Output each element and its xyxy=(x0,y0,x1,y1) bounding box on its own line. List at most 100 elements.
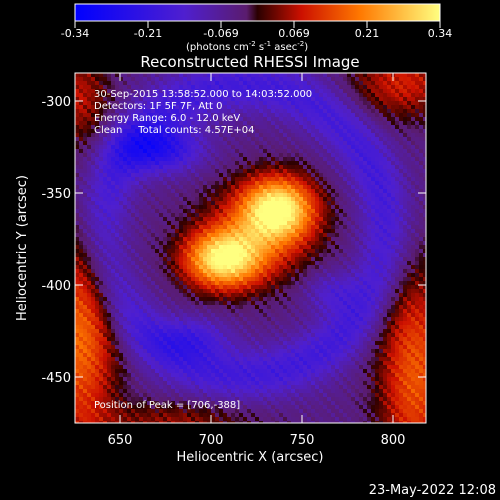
heatmap-pixel xyxy=(331,225,336,230)
heatmap-pixel xyxy=(191,225,196,230)
heatmap-pixel xyxy=(115,137,120,142)
heatmap-pixel xyxy=(415,249,420,254)
heatmap-pixel xyxy=(203,157,208,162)
heatmap-pixel xyxy=(283,269,288,274)
heatmap-pixel xyxy=(123,93,128,98)
heatmap-pixel xyxy=(327,133,332,138)
heatmap-pixel xyxy=(363,237,368,242)
heatmap-pixel xyxy=(267,129,272,134)
heatmap-pixel xyxy=(231,229,236,234)
heatmap-pixel xyxy=(283,237,288,242)
heatmap-pixel xyxy=(103,97,108,102)
heatmap-pixel xyxy=(75,273,80,278)
heatmap-pixel xyxy=(75,257,80,262)
heatmap-pixel xyxy=(335,241,340,246)
heatmap-pixel xyxy=(211,233,216,238)
heatmap-pixel xyxy=(403,229,408,234)
heatmap-pixel xyxy=(215,109,220,114)
heatmap-pixel xyxy=(399,85,404,90)
heatmap-pixel xyxy=(127,245,132,250)
heatmap-pixel xyxy=(99,217,104,222)
heatmap-pixel xyxy=(263,193,268,198)
heatmap-pixel xyxy=(423,77,426,82)
heatmap-pixel xyxy=(75,125,80,130)
heatmap-pixel xyxy=(219,153,224,158)
heatmap-pixel xyxy=(111,209,116,214)
heatmap-pixel xyxy=(307,285,312,290)
heatmap-pixel xyxy=(391,245,396,250)
heatmap-pixel xyxy=(295,85,300,90)
heatmap-pixel xyxy=(139,261,144,266)
heatmap-pixel xyxy=(267,285,272,290)
heatmap-pixel xyxy=(159,233,164,238)
heatmap-pixel xyxy=(83,121,88,126)
heatmap-pixel xyxy=(287,85,292,90)
heatmap-pixel xyxy=(99,153,104,158)
heatmap-pixel xyxy=(351,81,356,86)
heatmap-pixel xyxy=(131,233,136,238)
heatmap-pixel xyxy=(139,209,144,214)
heatmap-pixel xyxy=(83,277,88,282)
heatmap-pixel xyxy=(231,185,236,190)
heatmap-pixel xyxy=(159,213,164,218)
heatmap-pixel xyxy=(111,285,116,290)
heatmap-pixel xyxy=(183,169,188,174)
heatmap-pixel xyxy=(391,249,396,254)
heatmap-pixel xyxy=(343,281,348,286)
heatmap-pixel xyxy=(411,101,416,106)
heatmap-pixel xyxy=(299,169,304,174)
heatmap-pixel xyxy=(187,221,192,226)
heatmap-pixel xyxy=(275,221,280,226)
heatmap-pixel xyxy=(107,201,112,206)
heatmap-pixel xyxy=(175,229,180,234)
heatmap-pixel xyxy=(391,241,396,246)
heatmap-pixel xyxy=(199,85,204,90)
heatmap-pixel xyxy=(339,213,344,218)
heatmap-pixel xyxy=(283,209,288,214)
heatmap-pixel xyxy=(155,273,160,278)
heatmap-pixel xyxy=(275,269,280,274)
heatmap-pixel xyxy=(203,269,208,274)
heatmap-pixel xyxy=(207,237,212,242)
heatmap-pixel xyxy=(95,77,100,82)
heatmap-pixel xyxy=(147,201,152,206)
heatmap-pixel xyxy=(79,181,84,186)
heatmap-pixel xyxy=(255,237,260,242)
heatmap-pixel xyxy=(95,153,100,158)
heatmap-pixel xyxy=(343,169,348,174)
heatmap-pixel xyxy=(283,133,288,138)
heatmap-pixel xyxy=(119,85,124,90)
heatmap-pixel xyxy=(95,93,100,98)
heatmap-pixel xyxy=(351,285,356,290)
heatmap-pixel xyxy=(195,149,200,154)
heatmap-pixel xyxy=(235,281,240,286)
heatmap-pixel xyxy=(87,133,92,138)
heatmap-pixel xyxy=(259,249,264,254)
heatmap-pixel xyxy=(415,269,420,274)
heatmap-pixel xyxy=(99,121,104,126)
heatmap-pixel xyxy=(383,285,388,290)
heatmap-pixel xyxy=(99,221,104,226)
heatmap-pixel xyxy=(87,169,92,174)
heatmap-pixel xyxy=(83,153,88,158)
heatmap-pixel xyxy=(235,177,240,182)
heatmap-pixel xyxy=(119,201,124,206)
heatmap-pixel xyxy=(359,113,364,118)
heatmap-pixel xyxy=(383,85,388,90)
heatmap-pixel xyxy=(255,73,260,78)
heatmap-pixel xyxy=(207,181,212,186)
heatmap-pixel xyxy=(319,149,324,154)
heatmap-pixel xyxy=(159,149,164,154)
heatmap-pixel xyxy=(135,297,140,302)
heatmap-pixel xyxy=(347,229,352,234)
heatmap-pixel xyxy=(339,201,344,206)
heatmap-pixel xyxy=(359,101,364,106)
heatmap-pixel xyxy=(79,97,84,102)
heatmap-pixel xyxy=(143,125,148,130)
heatmap-pixel xyxy=(83,181,88,186)
heatmap-pixel xyxy=(355,93,360,98)
heatmap-pixel xyxy=(79,237,84,242)
heatmap-pixel xyxy=(323,113,328,118)
heatmap-pixel xyxy=(75,85,80,90)
heatmap-pixel xyxy=(303,153,308,158)
